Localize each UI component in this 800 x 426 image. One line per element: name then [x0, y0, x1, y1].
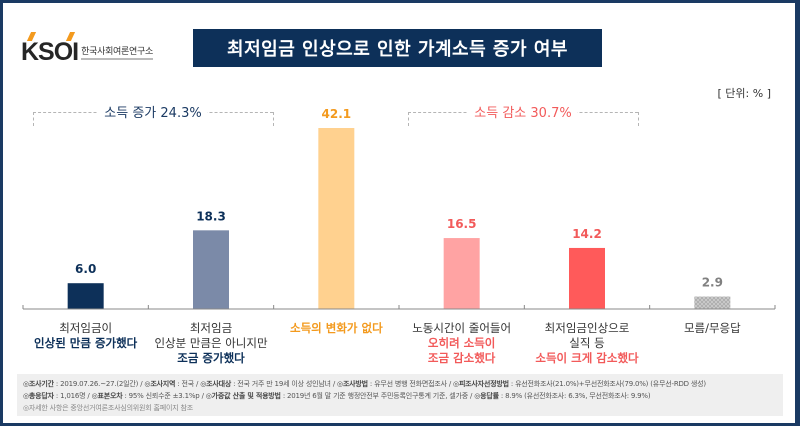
footer-item-key: ◎총응답자: [23, 392, 54, 400]
category-label-line: 모름/무응답: [683, 321, 741, 335]
unit-label: [ 단위: % ]: [717, 87, 771, 100]
footer-item-key: ◎조사지역: [144, 380, 176, 388]
footer-note-text: 자세한 사항은 중앙선거여론조사심의위원회 홈페이지 참조: [28, 404, 194, 412]
category-label: 최저임금이 인상된 만큼 증가했다: [21, 321, 151, 351]
bar: [67, 283, 104, 309]
bar-value-label: 16.5: [447, 217, 477, 231]
footer-item: ◎조사기간 : 2019.07.26.~27.(2일간): [23, 380, 138, 388]
bar-value-label: 6.0: [75, 262, 96, 276]
footer-item-key: ◎조사대상: [200, 380, 232, 388]
survey-footer: ◎조사기간 : 2019.07.26.~27.(2일간) / ◎조사지역 : 전…: [17, 374, 783, 416]
footer-item-key: ◎표본오차: [91, 392, 123, 400]
footer-item-value: : 2019.07.26.~27.(2일간): [53, 380, 139, 388]
footer-row-2: ◎총응답자 : 1,016명 / ◎표본오차 : 95% 신뢰수준 ±3.1%p…: [23, 392, 651, 400]
footer-item: ◎조사방법 : 유무선 병행 전화면접조사: [337, 380, 447, 388]
category-label-emphasis: 소득이 크게 감소했다: [535, 351, 639, 365]
footer-item-key: ◎가중값 산출 및 적용방법: [205, 392, 281, 400]
bar-value-label: 14.2: [572, 227, 602, 241]
footer-item: ◎가중값 산출 및 적용방법 : 2019년 6월 말 기준 행정안전부 주민등…: [206, 392, 468, 400]
category-label-line: 인상분 만큼은 아니지만: [154, 336, 268, 350]
footer-item-value: : 8.9% (유선전화조사: 6.3%, 무선전화조사: 9.9%): [498, 392, 651, 400]
bar: [443, 238, 480, 309]
category-label-emphasis: 인상된 만큼 증가했다: [34, 336, 138, 350]
category-label: 최저임금인상으로 실직 등 소득이 크게 감소했다: [522, 321, 652, 366]
footer-item: ◎피조사자선정방법 : 유선전화조사(21.0%)+무선전화조사(79.0%) …: [453, 380, 706, 388]
bracket-side: [638, 112, 639, 126]
footer-item: ◎응답률 : 8.9% (유선전화조사: 6.3%, 무선전화조사: 9.9%): [474, 392, 650, 400]
footer-item-value: : 2019년 6월 말 기준 행정안전부 주민등록인구통계 기준, 셀가중: [280, 392, 468, 400]
footer-item: ◎조사지역 : 전국: [144, 380, 194, 388]
footer-row-1: ◎조사기간 : 2019.07.26.~27.(2일간) / ◎조사지역 : 전…: [23, 380, 706, 388]
chart-title: 최저임금 인상으로 인한 가계소득 증가 여부: [193, 29, 602, 67]
footer-item-key: ◎조사기간: [23, 380, 54, 388]
group-bracket-decrease: 소득 감소 30.7%: [408, 102, 639, 126]
category-label: 최저임금 인상분 만큼은 아니지만 조금 증가했다: [146, 321, 276, 366]
bracket-side: [33, 112, 34, 126]
logo-org-name: 한국사회여론연구소: [81, 44, 153, 60]
bar-value-label: 18.3: [196, 209, 226, 223]
bar-value-label: 42.1: [322, 107, 352, 121]
chart-frame: KSOI 한국사회여론연구소 최저임금 인상으로 인한 가계소득 증가 여부 […: [3, 3, 795, 423]
footer-item-value: : 전국 거주 만 19세 이상 성인남녀: [231, 380, 331, 388]
bracket-side: [408, 112, 409, 126]
footer-item-value: : 유선전화조사(21.0%)+무선전화조사(79.0%) (유무선-RDD 생…: [508, 380, 706, 388]
category-label: 모름/무응답: [647, 321, 777, 336]
footer-note: ◎자세한 사항은 중앙선거여론조사심의위원회 홈페이지 참조: [23, 404, 194, 412]
category-label-line: 최저임금이: [59, 321, 113, 335]
bar-value-label: 2.9: [702, 276, 723, 290]
category-label: 소득의 변화가 없다: [271, 321, 401, 336]
bar: [694, 296, 731, 309]
bar-chart: 6.0 18.3 42.1 16.5 14.2 2.9: [22, 107, 776, 310]
footer-item-value: : 전국: [175, 380, 194, 388]
footer-item-value: : 1,016명: [53, 392, 86, 400]
footer-item: ◎표본오차 : 95% 신뢰수준 ±3.1%p: [92, 392, 200, 400]
category-label-line: 최저임금인상으로: [544, 321, 630, 335]
bar: [569, 247, 605, 309]
logo-mark: KSOI: [21, 31, 79, 67]
footer-item-key: ◎조사방법: [337, 380, 368, 388]
category-label-emphasis: 소득의 변화가 없다: [290, 321, 383, 335]
bracket-side: [273, 112, 274, 126]
footer-item-key: ◎응답률: [474, 392, 499, 400]
ksoi-logo: KSOI 한국사회여론연구소: [21, 31, 153, 67]
bar: [193, 230, 229, 309]
footer-item-key: ◎피조사자선정방법: [453, 380, 509, 388]
group-bracket-increase: 소득 증가 24.3%: [33, 102, 274, 126]
category-label: 노동시간이 줄어들어 오히려 소득이 조금 감소했다: [397, 321, 527, 366]
footer-item: ◎총응답자 : 1,016명: [23, 392, 86, 400]
category-label-line: 최저임금: [189, 321, 233, 335]
category-label-emphasis: 조금 증가했다: [177, 351, 245, 365]
category-label-line: 실직 등: [569, 336, 605, 350]
group-label-increase: 소득 증가 24.3%: [98, 102, 208, 121]
footer-item-value: : 95% 신뢰수준 ±3.1%p: [122, 392, 200, 400]
category-label-emphasis: 오히려 소득이 조금 감소했다: [427, 336, 496, 365]
bar: [318, 128, 355, 309]
footer-item: ◎조사대상 : 전국 거주 만 19세 이상 성인남녀: [200, 380, 331, 388]
group-label-decrease: 소득 감소 30.7%: [468, 102, 578, 121]
footer-item-value: : 유무선 병행 전화면접조사: [367, 380, 447, 388]
logo-mark-text: KSOI: [21, 37, 79, 66]
category-label-line: 노동시간이 줄어들어: [412, 321, 512, 335]
